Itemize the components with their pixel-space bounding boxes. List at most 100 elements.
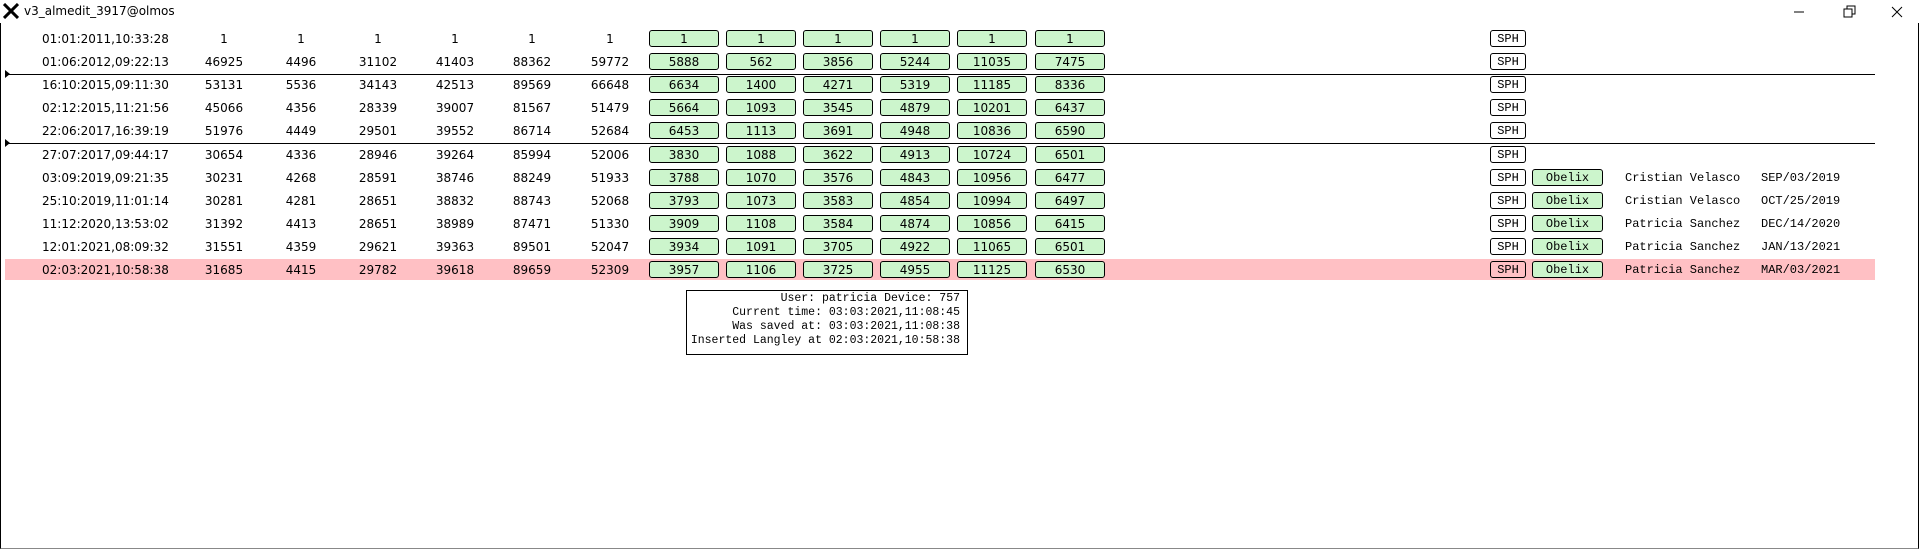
value-button[interactable]: 10724 — [957, 145, 1027, 163]
value-button[interactable]: 10201 — [957, 99, 1027, 117]
value-button[interactable]: 10856 — [957, 214, 1027, 232]
sph-button[interactable]: SPH — [1490, 30, 1526, 47]
value: 81567 — [512, 101, 552, 116]
value-button[interactable]: 8336 — [1035, 76, 1105, 94]
value-button[interactable]: 6530 — [1035, 261, 1105, 278]
value-button[interactable]: 4948 — [880, 122, 950, 140]
value-button[interactable]: 1 — [803, 30, 873, 47]
value-button[interactable]: 562 — [726, 53, 796, 71]
value-button[interactable]: 1 — [1035, 30, 1105, 47]
value-button[interactable]: 4874 — [880, 214, 950, 232]
value-button[interactable]: 3793 — [649, 191, 719, 209]
value-button[interactable]: 1108 — [726, 214, 796, 232]
window-controls[interactable] — [1790, 4, 1910, 20]
value-button[interactable]: 5664 — [649, 99, 719, 117]
value: 5536 — [285, 78, 317, 93]
value-button[interactable]: 6497 — [1035, 191, 1105, 209]
value-button[interactable]: 3583 — [803, 191, 873, 209]
sph-button[interactable]: SPH — [1490, 214, 1526, 232]
value-button[interactable]: 10956 — [957, 168, 1027, 186]
value: 52068 — [590, 193, 630, 208]
value-button[interactable]: 6634 — [649, 76, 719, 94]
value-button[interactable]: 1 — [957, 30, 1027, 47]
value-button[interactable]: 7475 — [1035, 53, 1105, 71]
value-button[interactable]: 1088 — [726, 145, 796, 163]
value-button[interactable]: 3830 — [649, 145, 719, 163]
value-button[interactable]: 3934 — [649, 237, 719, 255]
date: DEC/14/2020 — [1761, 216, 1841, 231]
sph-button[interactable]: SPH — [1490, 168, 1526, 186]
value-button[interactable]: 3957 — [649, 261, 719, 278]
value-button[interactable]: 3691 — [803, 122, 873, 140]
value-button[interactable]: 5244 — [880, 53, 950, 71]
sph-button[interactable]: SPH — [1490, 261, 1526, 278]
sph-button[interactable]: SPH — [1490, 53, 1526, 71]
value-button[interactable]: 3788 — [649, 168, 719, 186]
value-button[interactable]: 1070 — [726, 168, 796, 186]
sph-button[interactable]: SPH — [1490, 76, 1526, 94]
sph-button[interactable]: SPH — [1490, 191, 1526, 209]
value-button[interactable]: 1106 — [726, 261, 796, 278]
value: 38746 — [435, 170, 475, 185]
value-button[interactable]: 3584 — [803, 214, 873, 232]
value-button[interactable]: 1093 — [726, 99, 796, 117]
value-button[interactable]: 4955 — [880, 261, 950, 278]
value-button[interactable]: 10836 — [957, 122, 1027, 140]
sph-button[interactable]: SPH — [1490, 145, 1526, 163]
value-button[interactable]: 6501 — [1035, 145, 1105, 163]
value-button[interactable]: 5319 — [880, 76, 950, 94]
value-button[interactable]: 11035 — [957, 53, 1027, 71]
timestamp: 03:09:2019,09:21:35 — [42, 170, 169, 185]
value-button[interactable]: 3856 — [803, 53, 873, 71]
value: 52309 — [590, 263, 630, 277]
value-button[interactable]: 4271 — [803, 76, 873, 94]
value-button[interactable]: 6590 — [1035, 122, 1105, 140]
value: 41403 — [435, 55, 475, 70]
value-button[interactable]: 1 — [880, 30, 950, 47]
value: 34143 — [358, 78, 398, 93]
value-button[interactable]: 1 — [649, 30, 719, 47]
value-button[interactable]: 11185 — [957, 76, 1027, 94]
value-button[interactable]: 3545 — [803, 99, 873, 117]
obelix-button[interactable]: Obelix — [1532, 214, 1603, 232]
value-button[interactable]: 6415 — [1035, 214, 1105, 232]
value-button[interactable]: 1113 — [726, 122, 796, 140]
value-button[interactable]: 4843 — [880, 168, 950, 186]
value-button[interactable]: 1073 — [726, 191, 796, 209]
obelix-button[interactable]: Obelix — [1532, 168, 1603, 186]
obelix-button[interactable]: Obelix — [1532, 261, 1603, 278]
value-button[interactable]: 4854 — [880, 191, 950, 209]
value-button[interactable]: 6477 — [1035, 168, 1105, 186]
obelix-button[interactable]: Obelix — [1532, 191, 1603, 209]
value-button[interactable]: 11125 — [957, 261, 1027, 278]
value-button[interactable]: 3725 — [803, 261, 873, 278]
value-button[interactable]: 3705 — [803, 237, 873, 255]
value-button[interactable]: 5888 — [649, 53, 719, 71]
obelix-button[interactable]: Obelix — [1532, 237, 1603, 255]
value-button[interactable]: 11065 — [957, 237, 1027, 255]
value-button[interactable]: 3576 — [803, 168, 873, 186]
value-button[interactable]: 3622 — [803, 145, 873, 163]
value-button[interactable]: 6437 — [1035, 99, 1105, 117]
value-button[interactable]: 3909 — [649, 214, 719, 232]
sph-button[interactable]: SPH — [1490, 122, 1526, 140]
user-name: Cristian Velasco — [1625, 170, 1741, 185]
separator — [5, 143, 1875, 144]
value-button[interactable]: 1400 — [726, 76, 796, 94]
value-button[interactable]: 1 — [726, 30, 796, 47]
value-button[interactable]: 1091 — [726, 237, 796, 255]
value-button[interactable]: 6501 — [1035, 237, 1105, 255]
timestamp: 11:12:2020,13:53:02 — [42, 216, 169, 231]
tooltip: User: patricia Device: 757 Current time: … — [686, 290, 968, 355]
value-button[interactable]: 4879 — [880, 99, 950, 117]
value: 59772 — [590, 55, 630, 70]
sph-button[interactable]: SPH — [1490, 237, 1526, 255]
value-button[interactable]: 4913 — [880, 145, 950, 163]
user-name: Patricia Sanchez — [1625, 239, 1741, 254]
sph-button[interactable]: SPH — [1490, 99, 1526, 117]
value: 51976 — [204, 124, 244, 139]
value-button[interactable]: 6453 — [649, 122, 719, 140]
value: 38989 — [435, 216, 475, 231]
value-button[interactable]: 10994 — [957, 191, 1027, 209]
value-button[interactable]: 4922 — [880, 237, 950, 255]
